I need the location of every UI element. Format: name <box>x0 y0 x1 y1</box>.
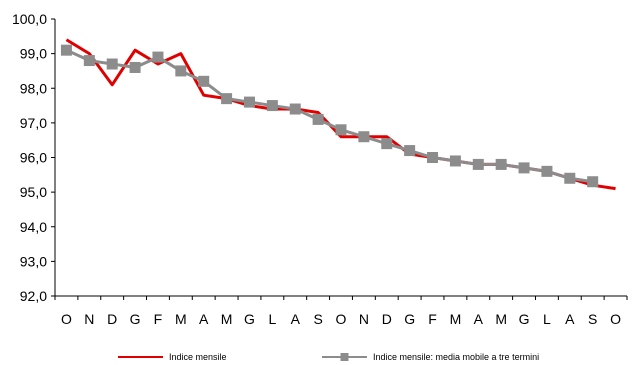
x-tick-label: S <box>313 311 322 327</box>
x-tick-label: M <box>175 311 187 327</box>
data-point-media-mobile <box>198 75 210 87</box>
series-group <box>60 38 616 191</box>
x-tick-label: N <box>359 311 369 327</box>
x-tick-label: A <box>199 311 209 327</box>
legend: Indice mensile Indice mensile: media mobi… <box>118 352 539 362</box>
y-tick-label: 97,0 <box>20 115 47 131</box>
data-point-media-mobile <box>83 55 95 67</box>
data-point-media-mobile <box>495 158 507 170</box>
x-tick-label: L <box>543 311 551 327</box>
data-point-media-mobile <box>541 165 553 177</box>
x-tick-label: M <box>495 311 507 327</box>
data-point-media-mobile <box>129 61 141 73</box>
data-point-media-mobile <box>106 58 118 70</box>
data-point-media-mobile <box>587 176 599 188</box>
data-point-media-mobile <box>564 172 576 184</box>
y-tick-label: 93,0 <box>20 253 47 269</box>
data-point-media-mobile <box>221 93 233 105</box>
y-tick-label: 94,0 <box>20 219 47 235</box>
x-tick-label: O <box>61 311 72 327</box>
axes <box>54 19 627 297</box>
x-tick-label: N <box>84 311 94 327</box>
x-tick-label: G <box>244 311 255 327</box>
legend-label-media-mobile: Indice mensile: media mobile a tre termi… <box>373 352 539 362</box>
y-tick-label: 98,0 <box>20 80 47 96</box>
x-tick-label: D <box>107 311 117 327</box>
legend-marker-media-mobile <box>340 353 349 361</box>
y-axis-ticks: 92,0 93,0 94,0 95,0 96,0 97,0 98,0 99,0 100,0 <box>12 11 55 304</box>
y-tick-label: 95,0 <box>20 184 47 200</box>
data-point-media-mobile <box>427 152 439 163</box>
x-tick-label: M <box>221 311 233 327</box>
x-tick-label: A <box>474 311 484 327</box>
data-point-media-mobile <box>60 44 72 56</box>
y-tick-label: 92,0 <box>20 288 47 304</box>
x-tick-label: D <box>382 311 392 327</box>
x-tick-label: M <box>450 311 462 327</box>
data-point-media-mobile <box>358 131 370 143</box>
x-tick-label: O <box>336 311 347 327</box>
data-point-media-mobile <box>518 162 530 174</box>
data-point-media-mobile <box>449 155 461 167</box>
x-tick-label: O <box>610 311 621 327</box>
data-point-media-mobile <box>243 96 255 108</box>
data-point-media-mobile <box>289 103 301 115</box>
x-tick-label: F <box>154 311 163 327</box>
x-tick-label: G <box>130 311 141 327</box>
y-tick-label: 99,0 <box>20 46 47 62</box>
legend-label-indice-mensile: Indice mensile <box>169 352 227 362</box>
x-tick-label: A <box>291 311 301 327</box>
x-tick-label: L <box>268 311 276 327</box>
x-tick-label: A <box>565 311 575 327</box>
x-tick-label: G <box>404 311 415 327</box>
data-point-media-mobile <box>472 158 484 170</box>
data-point-media-mobile <box>312 113 324 125</box>
x-tick-label: G <box>519 311 530 327</box>
x-tick-label: F <box>428 311 437 327</box>
data-point-media-mobile <box>175 65 187 77</box>
data-point-media-mobile <box>381 138 393 150</box>
series-line-media-mobile <box>65 48 593 184</box>
data-point-media-mobile <box>404 145 416 157</box>
data-point-media-mobile <box>266 100 278 112</box>
x-tick-label: S <box>588 311 597 327</box>
data-point-media-mobile <box>152 51 164 63</box>
y-tick-label: 96,0 <box>20 150 47 166</box>
data-point-media-mobile <box>335 124 347 136</box>
y-tick-label: 100,0 <box>12 11 47 27</box>
